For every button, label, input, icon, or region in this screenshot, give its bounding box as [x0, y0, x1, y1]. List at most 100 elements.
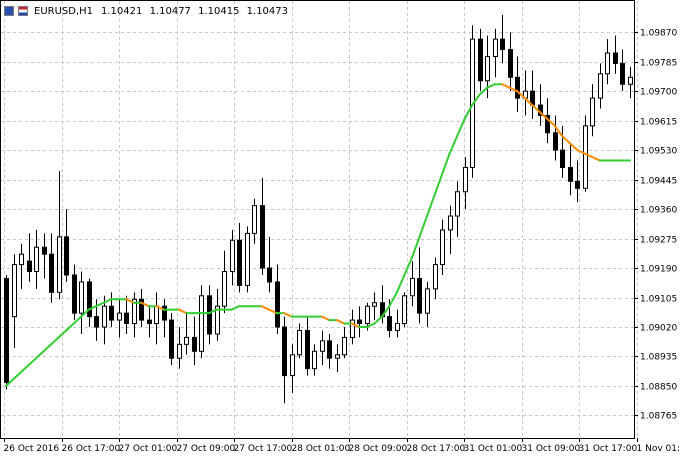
ma-segment	[44, 344, 52, 351]
x-tick-label: 28 Oct 17:00	[407, 444, 466, 454]
x-tick-label: 27 Oct 09:00	[177, 444, 236, 454]
high-value: 1.10477	[150, 6, 191, 17]
x-tick-label: 27 Oct 01:00	[119, 444, 178, 454]
us-flag-icon	[18, 6, 28, 16]
y-tick-label: 1.09020	[640, 324, 677, 334]
ma-segment	[179, 310, 187, 313]
eu-flag-icon	[4, 6, 14, 16]
candle-body	[449, 216, 453, 230]
candle-body	[261, 206, 265, 268]
candle-body	[501, 39, 505, 49]
candle-body	[569, 167, 573, 181]
candle-body	[103, 306, 107, 327]
candle-body	[418, 278, 422, 313]
candle-body	[464, 167, 468, 191]
ma-segment	[21, 365, 29, 372]
candle-body	[43, 247, 47, 254]
ma-segment	[36, 351, 44, 358]
candle-body	[223, 272, 227, 307]
ma-segment	[374, 317, 382, 324]
candle-body	[118, 313, 122, 320]
x-tick-label: 26 Oct 17:00	[62, 444, 121, 454]
candle-body	[599, 74, 603, 98]
close-value: 1.10473	[247, 6, 288, 17]
ma-segment	[487, 84, 495, 87]
y-tick-label: 1.09360	[640, 206, 677, 216]
x-tick-label: 28 Oct 09:00	[349, 444, 408, 454]
candle-body	[486, 56, 490, 80]
x-tick-label: 26 Oct 2016	[4, 444, 60, 454]
candle-body	[73, 275, 77, 313]
candle-body	[554, 133, 558, 150]
plot-frame	[1, 1, 635, 439]
symbol-label: EURUSD,H1	[34, 6, 93, 17]
candle-body	[373, 303, 377, 306]
y-tick-label: 1.09105	[640, 295, 677, 305]
candle-body	[434, 265, 438, 289]
ma-segment	[51, 337, 59, 344]
ma-segment	[592, 157, 600, 160]
candle-body	[208, 296, 212, 334]
x-tick-label: 28 Oct 01:00	[292, 444, 351, 454]
candle-body	[170, 320, 174, 358]
candle-body	[268, 268, 272, 282]
candle-body	[193, 337, 197, 351]
candle-body	[509, 50, 513, 78]
candle-body	[35, 247, 39, 271]
candle-body	[155, 306, 159, 323]
candle-body	[246, 233, 250, 285]
y-tick-label: 1.09615	[640, 118, 677, 128]
open-value: 1.10421	[101, 6, 142, 17]
ma-segment	[427, 195, 435, 216]
candle-body	[629, 77, 633, 84]
candle-body	[200, 296, 204, 351]
ma-segment	[337, 320, 345, 323]
candle-body	[584, 126, 588, 188]
candle-body	[403, 296, 407, 324]
ma-segment	[389, 292, 397, 306]
candle-body	[125, 313, 129, 323]
candle-body	[576, 181, 580, 188]
candle-body	[283, 327, 287, 376]
candle-body	[561, 150, 565, 167]
candle-body	[298, 330, 302, 354]
candle-body	[411, 278, 415, 295]
y-tick-label: 1.09700	[640, 88, 677, 98]
candle-body	[58, 237, 62, 292]
x-tick-label: 31 Oct 09:00	[522, 444, 581, 454]
candle-body	[396, 324, 400, 331]
candle-body	[80, 282, 84, 313]
y-tick-label: 1.09870	[640, 29, 677, 39]
candle-body	[441, 230, 445, 265]
candle-body	[238, 240, 242, 285]
ma-segment	[562, 136, 570, 143]
ma-segment	[262, 306, 270, 309]
candle-body	[358, 320, 362, 323]
moving-average	[6, 84, 630, 386]
ma-segment	[397, 275, 405, 292]
low-value: 1.10415	[198, 6, 239, 17]
y-tick-label: 1.09785	[640, 59, 677, 69]
candle-body	[336, 355, 340, 358]
candle-body	[306, 330, 310, 368]
candle-body	[494, 39, 498, 56]
candle-body	[65, 237, 69, 275]
candle-body	[321, 341, 325, 351]
y-tick-label: 1.08850	[640, 383, 677, 393]
candle-body	[388, 317, 392, 331]
ma-segment	[419, 216, 427, 237]
candle-body	[253, 206, 257, 234]
candle-body	[516, 77, 520, 98]
x-tick-label: 27 Oct 17:00	[234, 444, 293, 454]
chart-header: EURUSD,H1 1.10421 1.10477 1.10415 1.1047…	[4, 3, 288, 19]
ma-segment	[232, 306, 240, 309]
y-tick-label: 1.08935	[640, 353, 677, 363]
x-tick-label: 31 Oct 01:00	[464, 444, 523, 454]
candle-body	[178, 344, 182, 358]
candle-body	[95, 317, 99, 327]
candle-body	[366, 306, 370, 323]
candle-body	[456, 192, 460, 216]
